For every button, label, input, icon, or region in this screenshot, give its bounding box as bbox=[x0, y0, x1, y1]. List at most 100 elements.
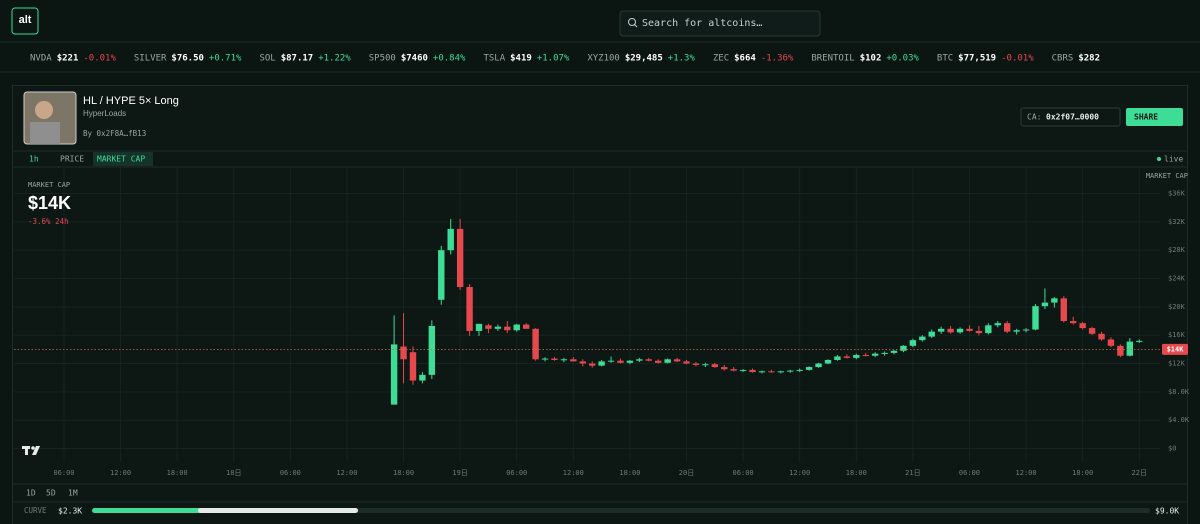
logo-part bbox=[25, 446, 28, 455]
chart-change: -3.6% 24h bbox=[28, 217, 69, 226]
candle-body bbox=[834, 356, 841, 360]
ticker-price: $77,519 bbox=[958, 54, 996, 64]
candle-body bbox=[721, 367, 728, 370]
panel bbox=[12, 85, 1188, 524]
chart: 06:00 12:00 18:00 18日 06:00 12:00 18:00 19日 06:0… bbox=[14, 168, 1190, 477]
candle-body bbox=[570, 359, 577, 362]
candle-body bbox=[1070, 321, 1077, 324]
candle-body bbox=[1041, 302, 1049, 307]
ticker-change: +1.3% bbox=[668, 54, 696, 64]
ticker: NVDA $221 -0.01% SILVER $76.50 +0.71% SOL $87.1… bbox=[30, 54, 1100, 64]
ticker-price: $664 bbox=[734, 54, 756, 64]
search-icon bbox=[628, 18, 636, 26]
ca-address[interactable]: 0x2f07…0000 bbox=[1046, 113, 1099, 122]
x-tick-label: 22日 bbox=[1132, 469, 1147, 477]
x-tick-label: 12:00 bbox=[336, 469, 357, 477]
token-issuer: HyperLoads bbox=[83, 109, 126, 118]
candle-body bbox=[890, 350, 898, 353]
x-tick-label: 21日 bbox=[905, 469, 920, 477]
candle-body bbox=[1098, 333, 1105, 340]
interval[interactable]: 1h bbox=[29, 155, 39, 164]
y-tick-label: $28K bbox=[1168, 246, 1186, 254]
token-title: HL / HYPE 5× Long bbox=[83, 95, 179, 107]
tab-market-cap[interactable]: MARKET CAP bbox=[97, 155, 145, 164]
search-box[interactable] bbox=[619, 10, 821, 37]
candle-body bbox=[1079, 323, 1086, 329]
x-tick-label: 18:00 bbox=[167, 469, 188, 477]
range[interactable]: 1M bbox=[68, 489, 78, 498]
candle-body bbox=[419, 374, 426, 381]
search-placeholder[interactable]: Search for altcoins… bbox=[642, 18, 762, 29]
candle-body bbox=[409, 352, 417, 381]
candle-body bbox=[532, 328, 539, 360]
logo-part bbox=[32, 446, 40, 455]
ticker-price: $221 bbox=[57, 54, 79, 64]
candle-body bbox=[862, 355, 869, 357]
x-tick-label: 18日 bbox=[226, 469, 241, 477]
candle-body bbox=[1013, 330, 1020, 332]
candle-body bbox=[683, 361, 690, 364]
token-creator[interactable]: By 0x2F8A…fB13 bbox=[83, 129, 146, 138]
candle-body bbox=[655, 360, 662, 363]
x-tick-label: 12:00 bbox=[1016, 469, 1037, 477]
share-button[interactable] bbox=[1126, 108, 1183, 126]
candle-body bbox=[579, 361, 586, 364]
tradingview-logo bbox=[22, 446, 40, 455]
ticker-change: +0.71% bbox=[209, 54, 242, 64]
candle-body bbox=[1117, 345, 1124, 356]
curve-start: $2.3K bbox=[58, 507, 82, 516]
candle-body bbox=[881, 352, 888, 354]
candle-body bbox=[843, 356, 851, 358]
ticker-change: +1.22% bbox=[318, 54, 351, 64]
ticker-symbol: TSLA bbox=[483, 54, 505, 64]
ticker-price: $7460 bbox=[401, 54, 428, 64]
ca-box[interactable] bbox=[1020, 107, 1121, 127]
candle-body bbox=[485, 325, 492, 329]
x-tick-label: 06:00 bbox=[280, 469, 301, 477]
curve-end: $9.0K bbox=[1155, 507, 1179, 516]
candle-body bbox=[900, 345, 907, 351]
curve-label: CURVE bbox=[24, 506, 47, 515]
logo[interactable]: alt bbox=[19, 14, 32, 26]
tab-price[interactable]: PRICE bbox=[60, 155, 84, 164]
tab-active[interactable] bbox=[93, 152, 153, 166]
candle-body bbox=[1051, 298, 1058, 303]
candle-body bbox=[824, 359, 832, 364]
x-tick-label: 12:00 bbox=[563, 469, 584, 477]
candle-body bbox=[975, 330, 983, 334]
y-tick-label: $16K bbox=[1168, 331, 1186, 339]
ca-label: CA: bbox=[1027, 113, 1041, 122]
candle-body bbox=[1136, 340, 1143, 342]
x-tick-label: 19日 bbox=[452, 469, 467, 477]
range[interactable]: 5D bbox=[46, 489, 56, 498]
candle-body bbox=[447, 228, 454, 251]
y-tick-label: $32K bbox=[1168, 218, 1186, 226]
range[interactable]: 1D bbox=[26, 489, 36, 498]
candle-body bbox=[1126, 341, 1134, 356]
ticker-price: $76.50 bbox=[171, 54, 204, 64]
logo-part bbox=[31, 446, 35, 450]
y-tick-label: $0 bbox=[1168, 445, 1176, 453]
chart-value: $14K bbox=[28, 193, 71, 213]
axis-label: MARKET CAP bbox=[1146, 172, 1188, 180]
candle-body bbox=[1107, 339, 1115, 346]
ticker-price: $419 bbox=[510, 54, 532, 64]
avatar bbox=[35, 101, 53, 119]
candle-body bbox=[711, 364, 719, 368]
curve-fill bbox=[92, 508, 202, 513]
candle-body bbox=[617, 360, 624, 363]
candle-body bbox=[428, 325, 436, 375]
ticker-symbol: SILVER bbox=[134, 54, 167, 64]
ticker-symbol: BRENTOIL bbox=[811, 54, 854, 64]
candle-body bbox=[994, 323, 1001, 326]
candle-body bbox=[522, 324, 530, 329]
candle-body bbox=[475, 323, 483, 331]
logo-box[interactable] bbox=[11, 7, 39, 35]
candle-body bbox=[749, 369, 756, 373]
candle-body bbox=[1004, 323, 1011, 332]
ticker-symbol: SOL bbox=[259, 54, 275, 64]
share-label[interactable]: SHARE bbox=[1134, 113, 1158, 122]
x-tick-label: 06:00 bbox=[506, 469, 527, 477]
ticker-symbol: CBRS bbox=[1052, 54, 1074, 64]
